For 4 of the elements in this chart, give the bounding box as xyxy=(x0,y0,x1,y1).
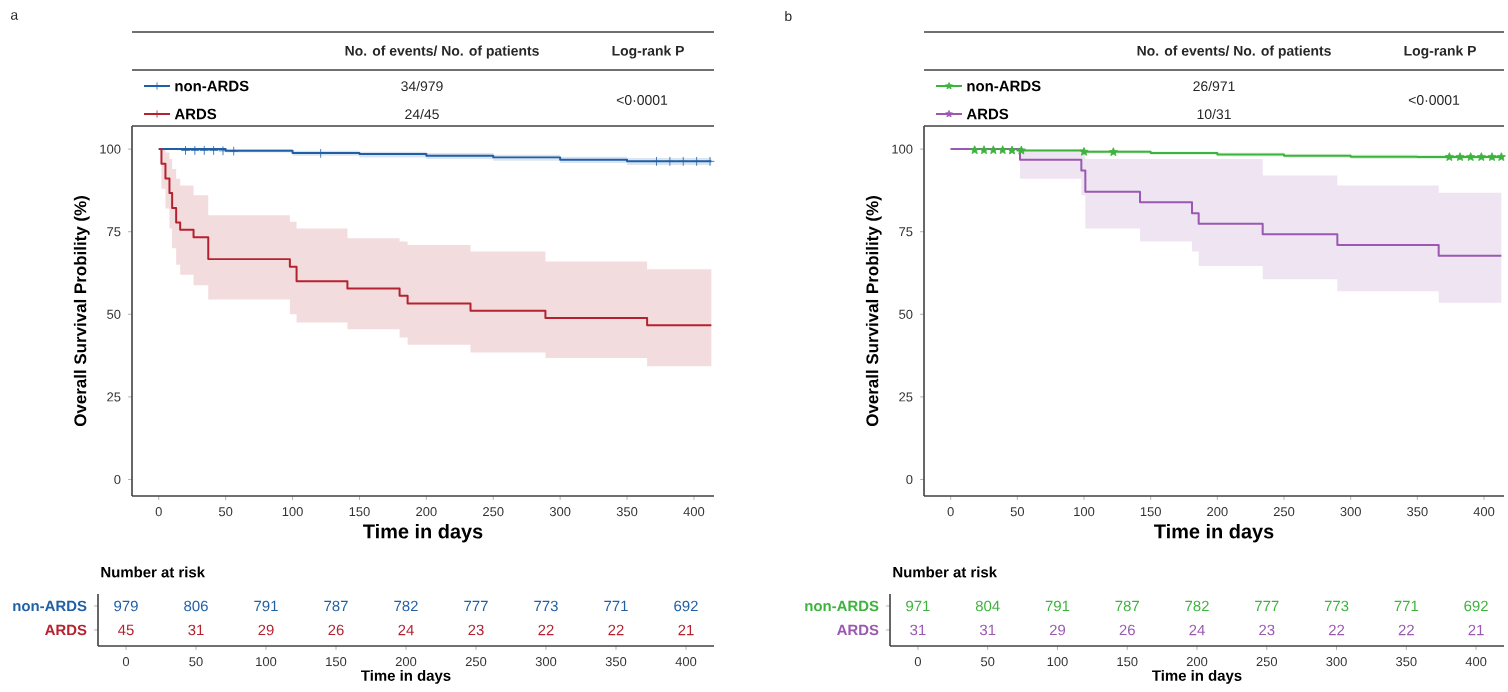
x-axis-title: Time in days xyxy=(363,523,483,543)
y-axis-title: Overall Survival Probility (%) xyxy=(865,196,882,427)
x-axis-title: Time in days xyxy=(1154,523,1274,543)
y-axis-title: Overall Survival Probility (%) xyxy=(73,196,90,427)
